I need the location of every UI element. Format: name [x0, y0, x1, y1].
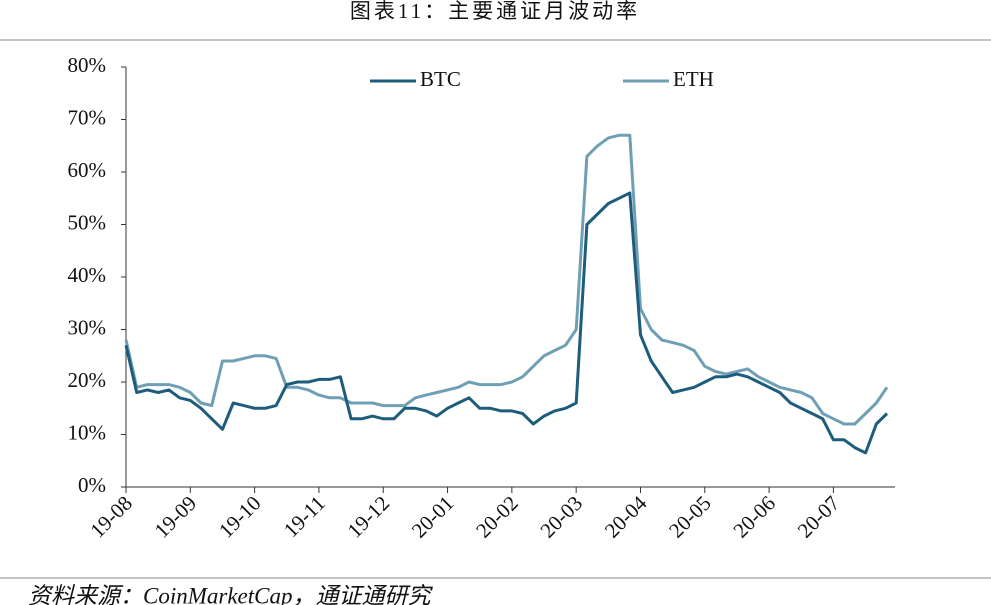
- y-tick-label: 10%: [68, 420, 107, 444]
- x-tick-label: 19-10: [214, 491, 266, 543]
- y-tick-label: 70%: [68, 105, 107, 129]
- x-tick-label: 19-09: [150, 491, 202, 543]
- x-tick-label: 19-12: [343, 491, 395, 543]
- chart-title: 图表11：主要通证月波动率: [350, 0, 640, 23]
- x-tick-label: 20-03: [535, 491, 587, 543]
- x-tick-label: 19-08: [85, 491, 137, 543]
- line-series: [124, 191, 889, 455]
- y-tick-label: 60%: [68, 158, 107, 182]
- legend-label: ETH: [673, 67, 714, 91]
- line-series: [124, 133, 889, 426]
- y-tick-label: 80%: [68, 53, 107, 77]
- x-tick-label: 20-05: [664, 491, 716, 543]
- y-tick-label: 20%: [68, 368, 107, 392]
- x-tick-label: 20-07: [793, 491, 845, 543]
- y-tick-label: 50%: [68, 210, 107, 234]
- x-tick-label: 20-06: [728, 491, 780, 543]
- y-tick-label: 0%: [78, 473, 106, 497]
- y-tick-label: 30%: [68, 315, 107, 339]
- x-tick-label: 20-02: [471, 491, 523, 543]
- x-tick-label: 20-01: [407, 491, 459, 543]
- x-tick-label: 20-04: [600, 491, 652, 543]
- source-note: 资料来源：CoinMarketCap，通证通研究: [28, 583, 433, 605]
- x-tick-label: 19-11: [279, 491, 330, 542]
- y-tick-label: 40%: [68, 263, 107, 287]
- legend-label: BTC: [420, 67, 461, 91]
